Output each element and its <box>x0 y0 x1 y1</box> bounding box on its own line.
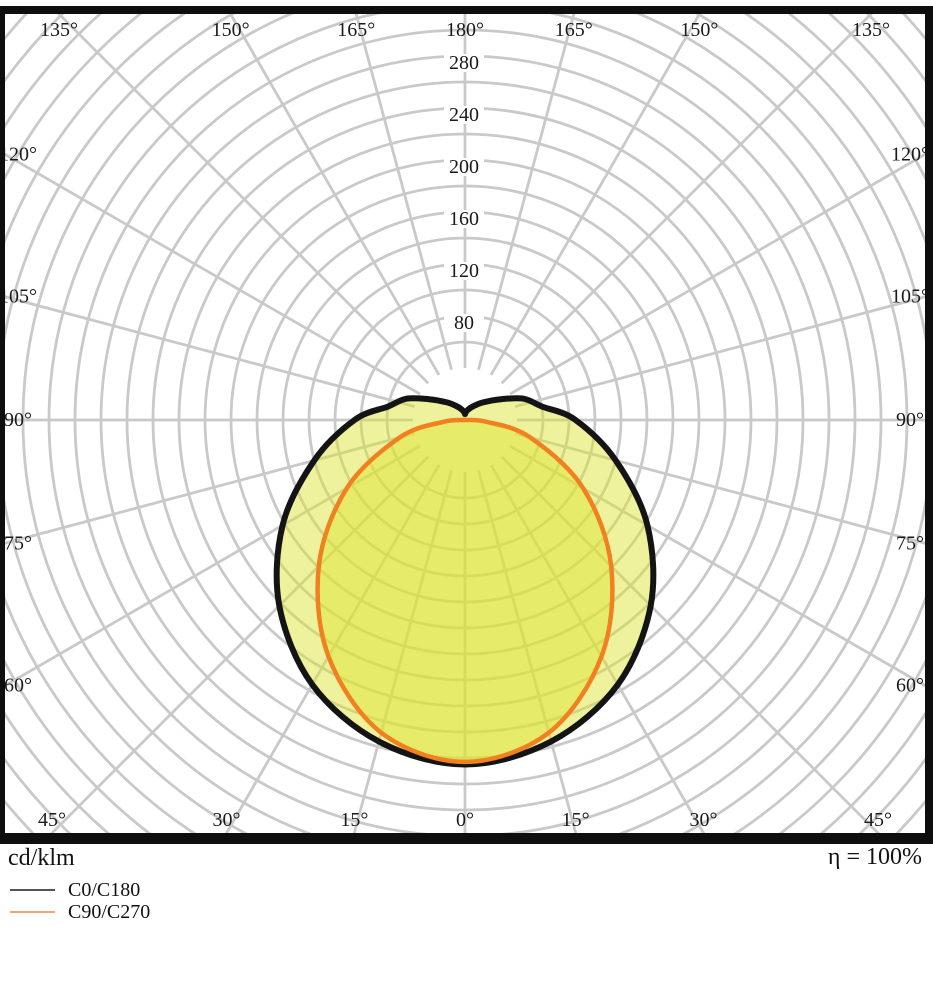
angle-label: 120° <box>0 143 37 165</box>
radial-tick-label: 160 <box>449 208 479 230</box>
angle-label: 105° <box>891 286 929 308</box>
angle-label: 105° <box>0 286 37 308</box>
grid-ring <box>333 288 597 552</box>
grid-ring <box>229 184 701 656</box>
radial-tick-label: 200 <box>449 156 479 178</box>
radial-tick-label: 280 <box>449 52 479 74</box>
frame-left <box>0 6 5 844</box>
radial-tick-bg <box>444 106 484 124</box>
angle-labels: 165° 150° 135° 120° 105° 90° 75° 60° 45° 30° 15° 0°… <box>0 19 929 831</box>
grid-ring <box>21 14 909 833</box>
radial-tick-labels: 80 120 160 200 240 280 <box>444 52 484 334</box>
legend-item-c0: C0/C180 <box>10 879 150 901</box>
radial-tick-bg <box>444 158 484 176</box>
angle-label: 45° <box>864 809 892 831</box>
angle-label: 30° <box>213 809 241 831</box>
radial-tick-label: 120 <box>449 260 479 282</box>
intensity-curves <box>273 395 657 768</box>
radial-tick-label: 80 <box>454 312 474 334</box>
angle-label: 135° <box>40 19 78 41</box>
unit-label: cd/klm <box>8 845 75 871</box>
grid-ring <box>125 80 805 760</box>
angle-label: 90° <box>896 409 924 431</box>
c0-line-swatch <box>10 889 55 891</box>
radial-tick-bg <box>444 210 484 228</box>
grid-ring <box>281 236 649 604</box>
frame-bottom <box>0 833 933 844</box>
series-fill-c0-c180 <box>276 398 654 765</box>
angle-label: 75° <box>896 532 924 554</box>
grid-ring <box>385 340 545 500</box>
angle-label: 135° <box>852 19 890 41</box>
c90-line-swatch <box>10 911 55 913</box>
series-curve-c90-c270 <box>315 417 615 765</box>
frame-right <box>925 6 933 844</box>
radial-tick-bg <box>444 262 484 280</box>
radial-tick-bg <box>444 314 484 332</box>
angle-label: 120° <box>891 143 929 165</box>
series-curve-c0-c180 <box>273 395 657 768</box>
angle-label: 150° <box>212 19 250 41</box>
angle-label: 45° <box>38 809 66 831</box>
angle-label: 60° <box>4 675 32 697</box>
angle-label: 90° <box>4 409 32 431</box>
grid-ring <box>47 14 883 833</box>
angle-label: 15° <box>340 809 368 831</box>
grid-ring <box>177 132 753 708</box>
angle-label: 30° <box>689 809 717 831</box>
angle-label: 150° <box>680 19 718 41</box>
polar-grid <box>5 14 925 833</box>
legend-label-c0: C0/C180 <box>68 879 141 901</box>
angle-label: 165° <box>337 19 375 41</box>
series-fill-c90-c270 <box>317 419 613 762</box>
plot-frame <box>0 6 933 844</box>
radial-tick-bg <box>444 54 484 72</box>
radial-tick-label: 240 <box>449 104 479 126</box>
angle-label: 15° <box>562 809 590 831</box>
angle-label: 0° <box>456 809 474 831</box>
angle-label: 165° <box>555 19 593 41</box>
efficiency-label: η = 100% <box>827 844 922 870</box>
angle-label: 180° <box>446 19 484 41</box>
legend: C0/C180 C90/C270 <box>10 879 150 923</box>
angle-label: 75° <box>4 532 32 554</box>
legend-item-c90: C90/C270 <box>10 901 150 923</box>
legend-label-c90: C90/C270 <box>68 901 151 923</box>
polar-photometric-chart: 80 120 160 200 240 280 165° 150° 135° 120° 105° 90°… <box>0 6 933 844</box>
angle-label: 60° <box>896 675 924 697</box>
frame-top <box>0 6 933 14</box>
grid-ring <box>73 28 857 812</box>
